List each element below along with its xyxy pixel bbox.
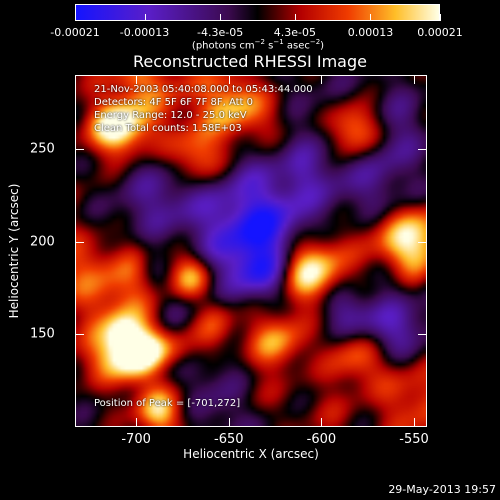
y-axis-tick xyxy=(76,334,84,336)
plot-title: Reconstructed RHESSI Image xyxy=(133,52,367,71)
y-axis-tick xyxy=(76,149,84,151)
x-axis-tick-label: -650 xyxy=(214,432,244,447)
colorbar-tick-label: 0.00021 xyxy=(417,26,463,39)
colorbar-tick xyxy=(75,14,76,21)
x-axis-tick-label: -600 xyxy=(306,432,337,447)
x-axis-tick xyxy=(136,76,138,84)
colorbar-units: (photons cm−2 s−1 asec−2) xyxy=(191,38,325,52)
colorbar-tick xyxy=(370,14,372,21)
y-axis-title: Heliocentric Y (arcsec) xyxy=(7,183,21,319)
x-axis-tick xyxy=(136,418,138,426)
y-axis-tick xyxy=(418,334,426,336)
y-axis-tick xyxy=(418,241,426,243)
colorbar-tick-label: -0.00021 xyxy=(50,26,100,39)
y-axis-tick-label: 150 xyxy=(30,326,55,342)
info-detectors: Detectors: 4F 5F 6F 7F 8F, Att 0 xyxy=(94,97,254,108)
colorbar-tick xyxy=(440,14,441,21)
y-axis-tick xyxy=(418,149,426,151)
y-axis-tick-label: 200 xyxy=(30,234,55,250)
peak-position-label: Position of Peak = [-701,272] xyxy=(94,398,241,409)
info-time-range: 21-Nov-2003 05:40:08.000 to 05:43:44.000 xyxy=(94,84,313,95)
x-axis-tick-label: -700 xyxy=(121,432,151,447)
colorbar-tick-label: -4.3e-05 xyxy=(197,26,244,39)
timestamp: 29-May-2013 19:57 xyxy=(388,483,496,496)
rhessi-heatmap xyxy=(76,76,426,426)
image-plot: 21-Nov-2003 05:40:08.000 to 05:43:44.000… xyxy=(75,75,427,427)
colorbar-tick-label: 4.3e-05 xyxy=(273,26,316,39)
y-axis-tick xyxy=(76,241,84,243)
x-axis-tick xyxy=(228,76,230,84)
colorbar-tick xyxy=(294,14,296,21)
info-total-counts: Clean Total counts: 1.58E+03 xyxy=(94,123,242,134)
colorbar-tick xyxy=(220,14,222,21)
colorbar-tick-label: 0.00013 xyxy=(347,26,394,39)
x-axis-tick xyxy=(414,418,416,426)
x-axis-title: Heliocentric X (arcsec) xyxy=(183,447,319,461)
x-axis-tick xyxy=(321,76,323,84)
colorbar xyxy=(75,4,440,21)
colorbar-tick xyxy=(144,14,146,21)
x-axis-tick xyxy=(228,418,230,426)
x-axis-tick xyxy=(414,76,416,84)
x-axis-tick-label: -550 xyxy=(399,432,429,447)
x-axis-tick xyxy=(321,418,323,426)
info-energy-range: Energy Range: 12.0 - 25.0 keV xyxy=(94,110,247,121)
y-axis-tick-label: 250 xyxy=(30,141,55,157)
colorbar-tick-label: -0.00013 xyxy=(119,26,170,39)
